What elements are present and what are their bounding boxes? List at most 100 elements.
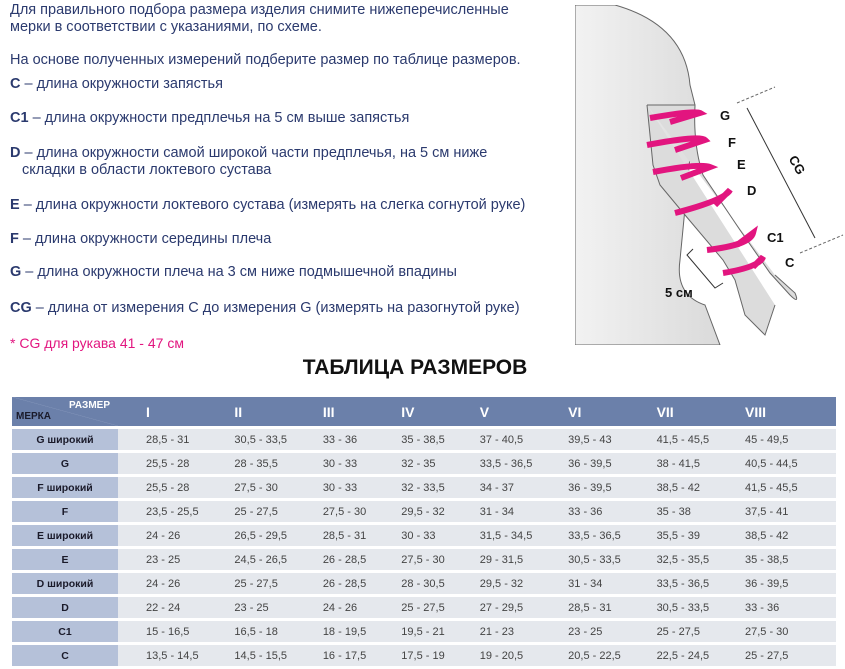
table-corner-header: РАЗМЕР МЕРКА	[12, 397, 118, 426]
size-cell: 36 - 39,5	[717, 573, 836, 594]
size-cell: 33,5 - 36,5	[628, 573, 717, 594]
size-cell: 25,5 - 28	[118, 453, 207, 474]
size-cell: 25 - 27,5	[206, 573, 295, 594]
table-title: ТАБЛИЦА РАЗМЕРОВ	[302, 356, 528, 379]
table-row: D широкий 24 - 26 25 - 27,5 26 - 28,5 28 - 3…	[12, 573, 836, 594]
table-row: D 22 - 24 23 - 25 24 - 26 25 - 27,5 27 - 29,5…	[12, 597, 836, 618]
table-row: C 13,5 - 14,5 14,5 - 15,5 16 - 17,5 17,5 - 1…	[12, 645, 836, 666]
row-label: E широкий	[12, 525, 118, 546]
size-cell: 24,5 - 26,5	[206, 549, 295, 570]
size-cell: 35 - 38,5	[373, 429, 452, 450]
size-cell: 29 - 31,5	[451, 549, 541, 570]
size-cell: 27 - 29,5	[451, 597, 541, 618]
size-cell: 23,5 - 25,5	[118, 501, 207, 522]
row-label: E	[12, 549, 118, 570]
g-guide-line	[736, 86, 776, 104]
size-cell: 16 - 17,5	[294, 645, 374, 666]
size-cell: 21 - 23	[451, 621, 541, 642]
size-cell: 29,5 - 32	[373, 501, 452, 522]
size-cell: 25,5 - 28	[118, 477, 207, 498]
size-cell: 28,5 - 31	[118, 429, 207, 450]
size-cell: 41,5 - 45,5	[717, 477, 836, 498]
label-f: F	[728, 135, 736, 150]
size-cell: 33 - 36	[717, 597, 836, 618]
c-guide-line	[799, 234, 844, 254]
size-cell: 17,5 - 19	[373, 645, 452, 666]
table-row: F широкий 25,5 - 28 27,5 - 30 30 - 33 32 - 3…	[12, 477, 836, 498]
size-table: РАЗМЕР МЕРКА I II III IV V VI VII VIII G широкий…	[12, 394, 836, 669]
size-cell: 28 - 35,5	[206, 453, 295, 474]
size-cell: 16,5 - 18	[206, 621, 295, 642]
size-cell: 20,5 - 22,5	[540, 645, 629, 666]
size-header: VIII	[717, 397, 836, 426]
size-header: IV	[373, 397, 452, 426]
measurement-arrows	[646, 109, 766, 276]
size-cell: 35 - 38,5	[717, 549, 836, 570]
size-cell: 22 - 24	[118, 597, 207, 618]
label-g: G	[720, 108, 730, 123]
size-cell: 31 - 34	[540, 573, 629, 594]
size-cell: 23 - 25	[118, 549, 207, 570]
table-row: G широкий 28,5 - 31 30,5 - 33,5 33 - 36 35 -…	[12, 429, 836, 450]
size-cell: 26,5 - 29,5	[206, 525, 295, 546]
table-row: E 23 - 25 24,5 - 26,5 26 - 28,5 27,5 - 30 29 …	[12, 549, 836, 570]
size-cell: 34 - 37	[451, 477, 541, 498]
size-cell: 27,5 - 30	[373, 549, 452, 570]
measure-f: F – длина окружности середины плеча	[10, 231, 272, 247]
size-header: VI	[540, 397, 629, 426]
5cm-bracket	[686, 248, 724, 289]
size-cell: 25 - 27,5	[717, 645, 836, 666]
size-cell: 26 - 28,5	[294, 573, 374, 594]
cg-note: * CG для рукава 41 - 47 см	[10, 335, 184, 351]
size-cell: 30 - 33	[294, 477, 374, 498]
measure-c: C – длина окружности запястья	[10, 76, 223, 92]
size-cell: 24 - 26	[118, 573, 207, 594]
size-cell: 30,5 - 33,5	[540, 549, 629, 570]
size-cell: 23 - 25	[540, 621, 629, 642]
table-row: C1 15 - 16,5 16,5 - 18 18 - 19,5 19,5 - 21 21…	[12, 621, 836, 642]
size-header: V	[451, 397, 541, 426]
size-cell: 30 - 33	[373, 525, 452, 546]
row-label: D широкий	[12, 573, 118, 594]
size-cell: 39,5 - 43	[540, 429, 629, 450]
size-cell: 31,5 - 34,5	[451, 525, 541, 546]
size-cell: 30,5 - 33,5	[628, 597, 717, 618]
row-label: F	[12, 501, 118, 522]
size-cell: 18 - 19,5	[294, 621, 374, 642]
size-cell: 28,5 - 31	[294, 525, 374, 546]
size-cell: 37,5 - 41	[717, 501, 836, 522]
size-cell: 26 - 28,5	[294, 549, 374, 570]
size-cell: 33,5 - 36,5	[451, 453, 541, 474]
label-e: E	[737, 157, 746, 172]
row-label: C1	[12, 621, 118, 642]
size-cell: 38,5 - 42	[717, 525, 836, 546]
size-cell: 38 - 41,5	[628, 453, 717, 474]
label-cg: CG	[786, 153, 809, 177]
size-cell: 40,5 - 44,5	[717, 453, 836, 474]
body-silhouette	[575, 5, 721, 345]
measure-d: D – длина окружности самой широкой части…	[10, 145, 488, 178]
size-cell: 32 - 35	[373, 453, 452, 474]
size-header: I	[118, 397, 207, 426]
size-cell: 24 - 26	[294, 597, 374, 618]
table-row: F 23,5 - 25,5 25 - 27,5 27,5 - 30 29,5 - 32 3…	[12, 501, 836, 522]
label-c1: C1	[767, 230, 784, 245]
label-c: C	[785, 255, 795, 270]
size-cell: 33 - 36	[540, 501, 629, 522]
cg-dimension-line	[746, 107, 816, 239]
table-row: G 25,5 - 28 28 - 35,5 30 - 33 32 - 35 33,5 - …	[12, 453, 836, 474]
measure-g: G – длина окружности плеча на 3 см ниже …	[10, 264, 457, 280]
size-cell: 25 - 27,5	[206, 501, 295, 522]
size-cell: 27,5 - 30	[206, 477, 295, 498]
size-cell: 15 - 16,5	[118, 621, 207, 642]
measure-e: E – длина окружности локтевого сустава (…	[10, 197, 526, 213]
size-cell: 31 - 34	[451, 501, 541, 522]
intro-line-3: На основе полученных измерений подберите…	[10, 52, 521, 68]
size-cell: 24 - 26	[118, 525, 207, 546]
size-cell: 41,5 - 45,5	[628, 429, 717, 450]
size-cell: 28,5 - 31	[540, 597, 629, 618]
size-cell: 28 - 30,5	[373, 573, 452, 594]
size-cell: 32 - 33,5	[373, 477, 452, 498]
size-cell: 27,5 - 30	[717, 621, 836, 642]
size-cell: 23 - 25	[206, 597, 295, 618]
